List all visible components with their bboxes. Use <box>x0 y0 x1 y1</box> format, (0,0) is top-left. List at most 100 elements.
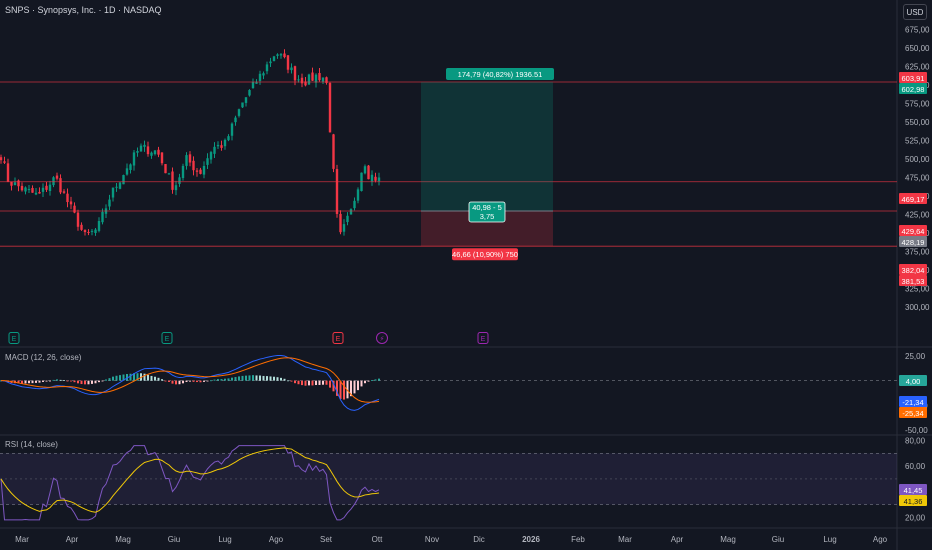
macd-histogram-bar <box>126 373 128 381</box>
time-tick-label: Giu <box>772 535 784 544</box>
macd-histogram-bar <box>42 380 44 382</box>
macd-histogram-bar <box>84 380 86 385</box>
price-axis-label-bg <box>899 225 927 236</box>
price-axis-label: 602,98 <box>902 85 925 94</box>
candle-body <box>80 224 83 230</box>
candle-body <box>276 54 279 56</box>
macd-histogram-bar <box>283 378 286 381</box>
candle-body <box>339 213 342 233</box>
candle-body <box>377 177 381 182</box>
macd-histogram-bar <box>87 380 90 385</box>
macd-histogram-bar <box>276 377 279 381</box>
macd-histogram-bar <box>192 380 195 382</box>
time-tick-label: Mag <box>115 535 131 544</box>
macd-histogram-bar <box>182 380 184 384</box>
candle-body <box>290 67 293 71</box>
macd-histogram-bar <box>24 380 27 384</box>
macd-histogram-bar <box>259 375 261 381</box>
candle-body <box>17 180 20 187</box>
candle-body <box>31 188 34 193</box>
price-tick-label: 550,00 <box>905 118 930 127</box>
price-axis-label-bg <box>899 193 927 204</box>
candle-body <box>297 79 300 81</box>
candle-body <box>87 231 90 233</box>
price-axis-label: 429,64 <box>902 227 925 236</box>
position-center-label-1: 40,98 - 5 <box>472 203 502 212</box>
price-axis-label-bg <box>899 264 927 275</box>
candle-body <box>181 165 185 179</box>
candle-body <box>94 229 97 234</box>
macd-histogram-bar <box>343 380 345 400</box>
macd-histogram-bar <box>325 380 328 385</box>
position-stop-label-bg <box>452 248 518 261</box>
macd-histogram-bar <box>280 377 282 381</box>
macd-histogram-bar <box>294 380 296 384</box>
macd-histogram-bar <box>63 380 65 382</box>
price-axis-label-bg <box>899 83 927 94</box>
candle-body <box>118 182 122 189</box>
candle-body <box>370 174 374 182</box>
macd-histogram-bar <box>238 376 240 381</box>
macd-histogram-bar <box>245 375 247 381</box>
candle-body <box>199 169 202 174</box>
macd-histogram-bar <box>171 380 174 384</box>
macd-tick-label: 25,00 <box>905 352 926 361</box>
macd-histogram-bar <box>161 379 163 381</box>
macd-histogram-bar <box>35 380 37 383</box>
event-marker-glyph: E <box>165 336 170 343</box>
candle-body <box>262 73 265 76</box>
candle-body <box>122 175 125 185</box>
candle-body <box>314 74 318 83</box>
time-tick-label: Lug <box>218 535 231 544</box>
candle-body <box>230 123 234 136</box>
time-tick-label: Apr <box>671 535 684 544</box>
candle-body <box>325 77 328 83</box>
macd-histogram-bar <box>304 380 307 386</box>
candle-body <box>216 144 220 147</box>
candle-body <box>6 163 10 182</box>
macd-histogram-bar <box>28 380 30 384</box>
candle-body <box>129 164 132 170</box>
candle-body <box>164 164 167 174</box>
candle-body <box>363 166 367 174</box>
macd-histogram-bar <box>143 373 146 381</box>
macd-histogram-bar <box>119 375 121 381</box>
time-tick-label: Giu <box>168 535 180 544</box>
macd-histogram-bar <box>311 380 314 386</box>
macd-histogram-bar <box>269 376 272 381</box>
currency-button[interactable]: USD <box>903 4 927 20</box>
macd-histogram-bar <box>115 375 118 381</box>
candle-body <box>153 150 157 155</box>
candle-body <box>139 145 143 152</box>
candle-body <box>272 56 276 62</box>
candle-body <box>237 109 241 116</box>
candle-body <box>13 182 17 186</box>
candle-body <box>3 161 6 163</box>
candle-body <box>202 165 206 175</box>
macd-histogram-bar <box>91 380 93 384</box>
macd-histogram-bar <box>129 373 132 381</box>
candle-body <box>62 191 66 193</box>
candle-body <box>220 145 223 148</box>
time-tick-label: Set <box>320 535 333 544</box>
candle-body <box>258 73 262 81</box>
macd-histogram-bar <box>297 380 300 385</box>
rsi-pane-title: RSI (14, close) <box>5 440 58 449</box>
earnings-event-marker <box>477 332 489 344</box>
price-tick-label: 675,00 <box>905 25 930 34</box>
candle-body <box>108 199 111 207</box>
candle-body <box>269 61 272 64</box>
candle-body <box>318 73 321 81</box>
macd-histogram-bar <box>136 373 139 381</box>
macd-histogram-bar <box>189 380 191 382</box>
candle-body <box>223 139 227 147</box>
candle-body <box>76 212 80 227</box>
macd-histogram-bar <box>199 380 202 383</box>
macd-histogram-bar <box>248 375 251 381</box>
macd-histogram-bar <box>31 380 34 384</box>
candle-body <box>244 97 248 103</box>
price-tick-label: 425,00 <box>905 210 930 219</box>
price-tick-label: 375,00 <box>905 247 930 256</box>
macd-histogram-bar <box>329 380 331 388</box>
